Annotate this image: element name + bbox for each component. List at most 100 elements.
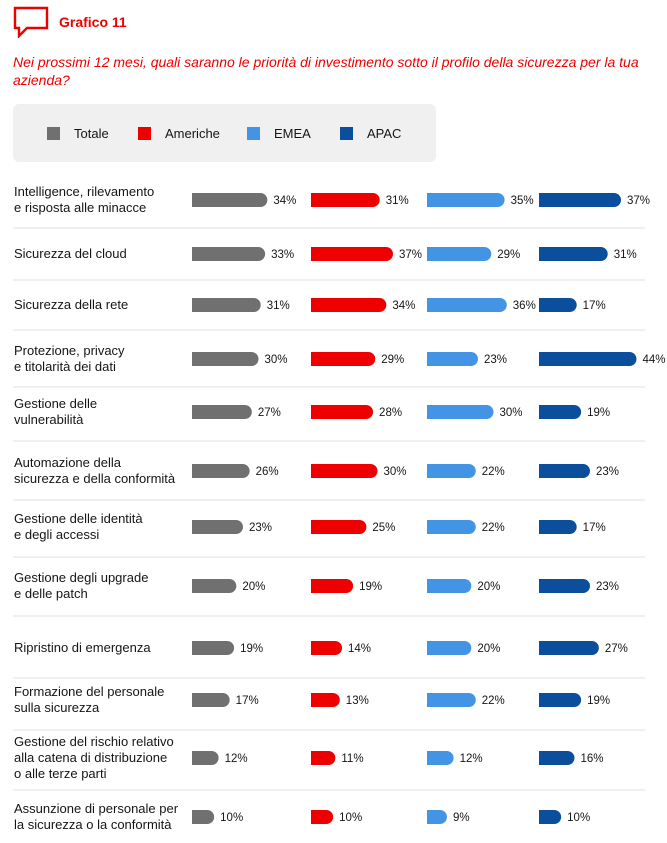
bar-apac [539,810,562,824]
bar-apac [539,405,582,419]
figure-header: Grafico 11 [13,6,127,38]
bar-americhe [311,641,343,656]
data-label-emea: 23% [484,354,507,366]
category-label: Gestione degli upgrade e delle patch [14,570,148,602]
bar-americhe [311,405,374,419]
data-label-totale: 12% [225,753,248,765]
data-label-totale: 30% [264,354,287,366]
bar-totale [192,693,230,708]
data-label-emea: 29% [497,249,520,261]
category-label-line: alla catena di distribuzione [14,750,168,765]
bar-americhe [311,520,367,534]
legend-swatch-totale [47,126,60,140]
bar-emea [427,751,454,765]
bar-totale [192,298,261,312]
data-label-emea: 20% [477,581,500,593]
category-label-line: Formazione del personale [14,684,165,699]
bar-americhe [311,810,334,824]
bar-americhe [311,298,387,312]
category-label-line: e delle patch [14,586,88,601]
data-label-totale: 23% [249,522,272,534]
category-label: Sicurezza della rete [14,297,128,313]
data-label-americhe: 29% [381,354,404,366]
data-label-emea: 22% [482,466,505,478]
bar-apac [539,641,599,656]
data-label-totale: 19% [240,643,263,655]
legend-item-totale: Totale [47,125,109,141]
category-label: Ripristino di emergenza [14,640,151,656]
data-label-apac: 17% [583,300,606,312]
data-label-emea: 36% [513,300,536,312]
data-label-emea: 12% [460,753,483,765]
bar-americhe [311,464,378,479]
figure-label: Grafico 11 [59,14,127,30]
data-label-americhe: 19% [359,581,382,593]
data-label-apac: 31% [614,249,637,261]
bar-totale [192,464,250,479]
bar-emea [427,464,476,479]
bar-apac [539,247,608,261]
legend-item-apac: APAC [340,125,401,141]
category-label: Gestione delle vulnerabilità [14,396,97,428]
bar-apac [539,352,637,366]
data-label-totale: 26% [256,466,279,478]
category-label-line: e degli accessi [14,527,100,542]
category-label-line: Sicurezza della rete [14,297,129,312]
data-label-emea: 22% [482,522,505,534]
bar-americhe [311,751,336,765]
bar-emea [427,405,494,419]
bar-totale [192,641,235,656]
bar-emea [427,193,505,207]
bar-totale [192,520,243,534]
data-label-totale: 33% [271,249,294,261]
bar-emea [427,520,476,534]
bar-emea [427,641,472,656]
legend-swatch-americhe [138,126,151,140]
data-label-apac: 17% [583,522,606,534]
data-label-apac: 19% [587,407,610,419]
category-label: Intelligence, rilevamento e risposta alle… [14,184,154,216]
category-label-line: Gestione degli upgrade [14,570,149,585]
bar-emea [427,579,472,593]
bar-totale [192,751,219,765]
bar-emea [427,810,447,824]
data-label-totale: 31% [267,300,290,312]
bar-americhe [311,693,340,708]
category-label-line: sicurezza e della conformità [14,471,176,486]
data-label-totale: 34% [273,195,296,207]
bar-emea [427,247,492,261]
bar-americhe [311,193,380,207]
data-label-apac: 16% [580,753,603,765]
bar-apac [539,193,621,207]
category-label-line: vulnerabilità [14,412,84,427]
data-label-emea: 30% [499,407,522,419]
data-label-americhe: 14% [348,643,371,655]
data-label-americhe: 31% [386,195,409,207]
bar-americhe [311,579,354,593]
category-label-line: sulla sicurezza [14,700,100,715]
data-label-americhe: 34% [392,300,415,312]
bar-totale [192,352,259,366]
bar-totale [192,405,252,419]
category-label-line: Assunzione di personale per [14,801,179,816]
bar-apac [539,520,577,534]
bar-apac [539,464,590,479]
bar-totale [192,193,268,207]
bar-apac [539,579,590,593]
category-label: Formazione del personale sulla sicurezza [14,684,164,716]
data-label-americhe: 28% [379,407,402,419]
data-label-emea: 20% [477,643,500,655]
legend-item-americhe: Americhe [138,125,220,141]
bar-totale [192,810,215,824]
bar-emea [427,298,507,312]
category-label-line: Gestione del rischio relativo [14,734,174,749]
category-label-line: Gestione delle identità [14,511,143,526]
bar-americhe [311,352,376,366]
data-label-totale: 27% [258,407,281,419]
legend-swatch-apac [340,126,353,140]
legend-item-emea: EMEA [247,125,311,141]
category-label-line: e titolarità dei dati [14,359,116,374]
bar-apac [539,751,575,765]
bar-emea [427,352,478,366]
data-label-emea: 9% [453,812,470,824]
